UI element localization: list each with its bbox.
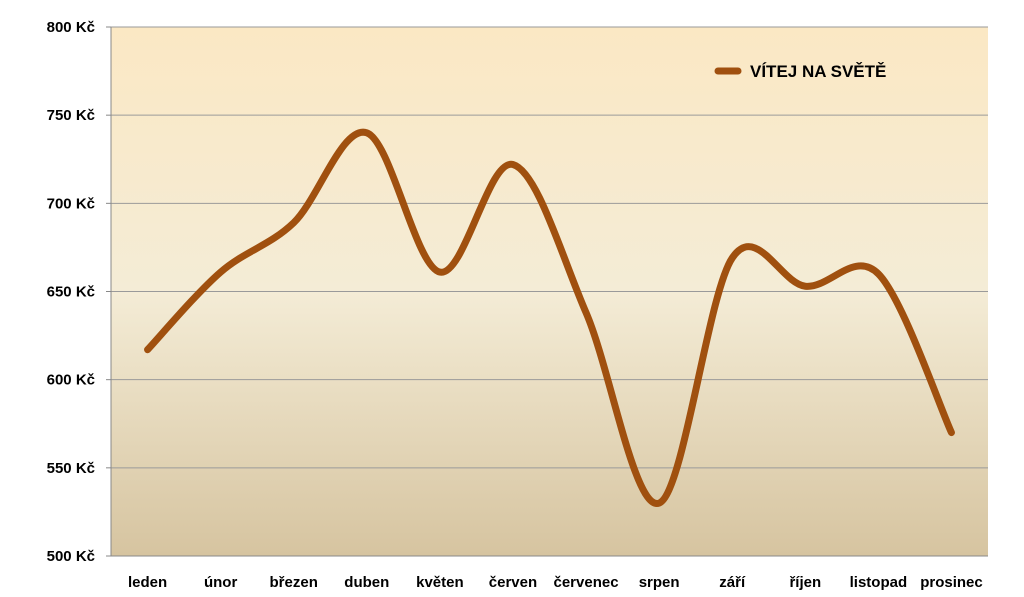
x-tick-label: červenec — [554, 574, 619, 591]
y-tick-labels: 500 Kč 550 Kč 600 Kč 650 Kč 700 Kč 750 Kč 800 … — [47, 19, 95, 565]
y-tick-label: 650 Kč — [47, 284, 95, 301]
x-tick-label: březen — [270, 574, 318, 591]
y-tick-label: 500 Kč — [47, 548, 95, 565]
y-tick-label: 600 Kč — [47, 372, 95, 389]
x-tick-label: listopad — [850, 574, 908, 591]
x-tick-label: leden — [128, 574, 167, 591]
x-tick-label: prosinec — [920, 574, 983, 591]
y-tick-label: 750 Kč — [47, 107, 95, 124]
x-tick-label: duben — [344, 574, 389, 591]
x-tick-label: červen — [489, 574, 537, 591]
gridlines — [111, 26, 988, 469]
x-tick-label: srpen — [639, 574, 680, 591]
legend-label: VÍTEJ NA SVĚTĚ — [750, 62, 886, 81]
y-tick-label: 550 Kč — [47, 460, 95, 477]
y-tick-label: 800 Kč — [47, 19, 95, 36]
x-tick-label: září — [719, 574, 746, 591]
axes — [106, 26, 988, 557]
x-tick-label: říjen — [789, 574, 821, 591]
series-line — [144, 128, 955, 507]
series-lines — [144, 128, 955, 507]
y-tick-label: 700 Kč — [47, 195, 95, 212]
x-tick-label: květen — [416, 574, 464, 591]
x-tick-labels: leden únor březen duben květen červen červenec… — [128, 574, 983, 591]
legend: VÍTEJ NA SVĚTĚ — [714, 62, 886, 81]
x-tick-label: únor — [204, 574, 237, 591]
